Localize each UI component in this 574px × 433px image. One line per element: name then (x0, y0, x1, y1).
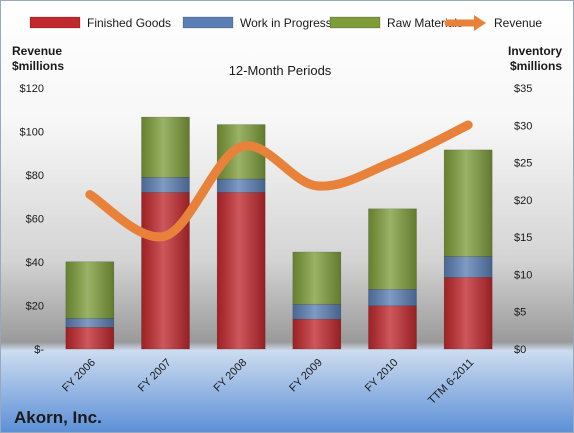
bar-shading (292, 304, 341, 320)
right-axis-title-line2: $millions (510, 59, 562, 73)
right-tick-label: $25 (514, 158, 532, 170)
right-tick-label: $15 (514, 232, 532, 244)
bar-shading (368, 208, 417, 290)
legend-label-revenue: Revenue (494, 16, 542, 30)
bar-shading (292, 319, 341, 349)
revenue-line-group (85, 120, 473, 242)
left-axis-title-line2: $millions (12, 59, 64, 73)
revenue-line (85, 120, 473, 242)
right-tick-label: $0 (514, 344, 526, 356)
right-axis: $0 $5 $10 $15 $20 $25 $30 $35 (514, 83, 532, 356)
left-tick-label: $120 (20, 83, 44, 95)
bar-shading (141, 117, 190, 178)
bar-shading (65, 318, 114, 328)
left-axis-title-line1: Revenue (12, 44, 62, 58)
left-tick-label: $60 (26, 214, 44, 226)
legend-swatch-finished-goods (29, 16, 81, 29)
left-axis: $- $20 $40 $60 $80 $100 $120 (20, 83, 45, 356)
legend-label-raw-materials: Raw Materials (387, 16, 463, 30)
bars (65, 116, 493, 350)
right-tick-label: $35 (514, 83, 532, 95)
legend-label-work-in-progress: Work in Progress (240, 16, 332, 30)
left-tick-label: $20 (26, 301, 44, 313)
legend-swatch-work-in-progress (182, 16, 234, 29)
bar-shading (444, 277, 493, 349)
bar-shading (217, 178, 266, 193)
bar-shading (65, 261, 114, 319)
left-tick-label: $- (34, 344, 44, 356)
company-name: Akorn, Inc. (14, 408, 102, 427)
legend-label-finished-goods: Finished Goods (87, 16, 171, 30)
bar-shading (444, 149, 493, 257)
legend: Finished Goods Work in Progress Raw Materi… (29, 15, 542, 31)
right-tick-label: $5 (514, 307, 526, 319)
bar-shading (217, 192, 266, 349)
left-tick-label: $100 (20, 127, 44, 139)
bar-shading (141, 177, 190, 193)
bar-shading (368, 305, 417, 349)
chart-title: 12-Month Periods (229, 63, 332, 78)
right-axis-title-line1: Inventory (508, 44, 562, 58)
legend-swatch-arrowhead (474, 15, 486, 31)
left-tick-label: $40 (26, 257, 44, 269)
right-tick-label: $10 (514, 269, 532, 281)
left-tick-label: $80 (26, 170, 44, 182)
right-tick-label: $30 (514, 120, 532, 132)
bar-shading (65, 327, 114, 349)
legend-swatch-raw-materials (329, 16, 381, 29)
right-tick-label: $20 (514, 195, 532, 207)
bar-shading (292, 252, 341, 305)
bar-shading (444, 256, 493, 278)
bar-shading (368, 289, 417, 306)
